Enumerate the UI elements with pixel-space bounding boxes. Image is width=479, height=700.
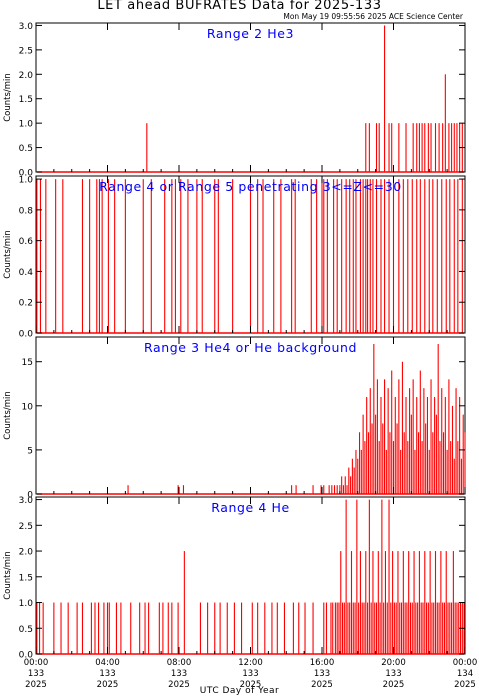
y-tick-label: 1.5 [19, 95, 33, 105]
x-tick-label: 2025 [97, 680, 119, 690]
panel-title: Range 4 or Range 5 penetrating 3<=Z<=30 [99, 179, 402, 194]
generation-timestamp: Mon May 19 09:55:56 2025 ACE Science Cen… [283, 12, 463, 21]
y-tick-label: 0.2 [19, 299, 33, 309]
x-tick-label: 133 [314, 669, 330, 679]
x-tick-label: 2025 [168, 680, 190, 690]
y-tick-label: 2.5 [19, 46, 33, 56]
panel-frame [35, 22, 466, 173]
y-tick-label: 0.5 [19, 144, 33, 154]
y-axis-label: Counts/min [3, 551, 13, 600]
x-tick-label: 134 [457, 669, 473, 679]
y-tick-label: 0.5 [19, 625, 33, 635]
y-tick-label: 0.0 [19, 169, 34, 179]
y-tick-label: 2.0 [19, 548, 34, 558]
y-tick-label: 1.5 [19, 573, 33, 583]
y-tick-label: 0.6 [19, 237, 34, 247]
y-tick-label: 1.0 [19, 120, 34, 130]
y-tick-label: 2.5 [19, 522, 33, 532]
x-tick-label: 2025 [454, 680, 476, 690]
panel-title: Range 4 He [211, 500, 290, 515]
y-tick-label: 1.0 [19, 599, 34, 609]
y-axis-label: Counts/min [3, 391, 13, 440]
x-tick-label: 2025 [311, 680, 333, 690]
y-tick-label: 3.0 [19, 22, 34, 32]
y-tick-label: 0.0 [19, 651, 34, 661]
panel-title: Range 3 He4 or He background [144, 340, 357, 355]
chart-main-title: LET ahead BUFRATES Data for 2025-133 [97, 0, 382, 13]
y-axis-label: Counts/min [3, 230, 13, 279]
x-tick-label: 16:00 [310, 658, 335, 668]
y-tick-label: 0 [27, 491, 33, 501]
x-tick-label: 133 [28, 669, 44, 679]
y-tick-label: 1.0 [19, 176, 34, 186]
x-tick-label: 2025 [240, 680, 262, 690]
x-tick-label: 20:00 [381, 658, 406, 668]
y-tick-label: 10 [22, 402, 34, 412]
y-tick-label: 15 [22, 358, 33, 368]
y-tick-label: 3.0 [19, 496, 34, 506]
x-tick-label: 04:00 [95, 658, 120, 668]
panel-title: Range 2 He3 [207, 26, 294, 41]
panel-frame [35, 496, 466, 655]
x-tick-label: 133 [171, 669, 187, 679]
x-tick-label: 00:00 [453, 658, 478, 668]
x-tick-label: 00:00 [24, 658, 49, 668]
y-axis-label: Counts/min [3, 73, 13, 122]
x-tick-label: 2025 [383, 680, 405, 690]
y-tick-label: 0.8 [19, 206, 34, 216]
x-tick-label: 133 [99, 669, 115, 679]
y-tick-label: 0.4 [19, 268, 34, 278]
y-tick-label: 5 [27, 446, 33, 456]
x-axis-label: UTC Day of Year [199, 686, 280, 696]
y-tick-label: 2.0 [19, 71, 34, 81]
x-tick-label: 2025 [25, 680, 47, 690]
x-tick-label: 133 [385, 669, 401, 679]
x-tick-label: 08:00 [167, 658, 192, 668]
x-tick-label: 133 [242, 669, 258, 679]
y-tick-label: 0.0 [19, 330, 34, 340]
x-tick-label: 12:00 [238, 658, 263, 668]
